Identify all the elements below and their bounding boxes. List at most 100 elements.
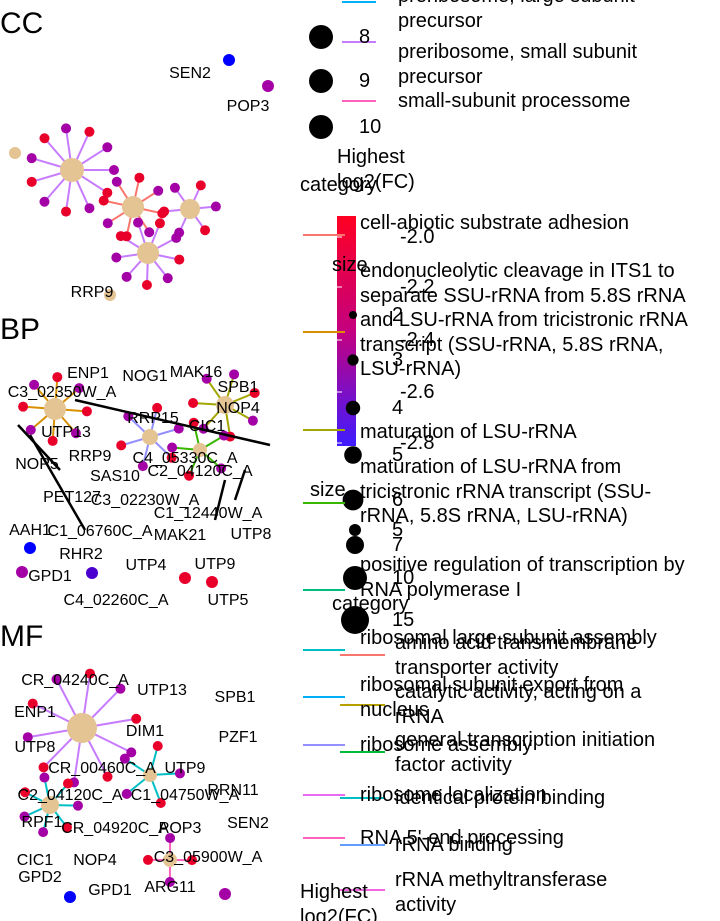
size-label: 2 (392, 304, 404, 326)
node (154, 218, 165, 229)
size-key (349, 524, 361, 536)
node (39, 133, 50, 144)
node (229, 369, 240, 380)
node (206, 576, 218, 588)
node (115, 231, 126, 242)
size-key (309, 69, 333, 93)
category-label: rRNA binding (395, 834, 513, 856)
node-label: C1_12440W_A (154, 505, 263, 522)
panel-title: CC (0, 7, 44, 40)
hub-node (67, 713, 97, 743)
size-key (309, 25, 333, 49)
node (169, 182, 180, 193)
node-label: GPD1 (28, 568, 72, 585)
node-label: C3_02230W_A (91, 492, 200, 509)
node-label: CR_04240C_A (21, 672, 129, 689)
node (144, 227, 155, 238)
colorbar-label: -2.8 (400, 432, 435, 454)
category-label: cell-abiotic substrate adhesion (360, 212, 630, 234)
node-label: C3_02350W_A (8, 384, 117, 401)
node (200, 225, 211, 236)
category-label: preribosome, large subunit precursor (398, 0, 635, 32)
node (141, 279, 152, 290)
node (152, 741, 163, 752)
node (121, 271, 132, 282)
node-label: C4_05330C_A (133, 450, 238, 467)
category-label: ribosome localization (360, 784, 547, 806)
node (174, 254, 185, 265)
node (29, 379, 40, 390)
colorbar-label: -2.2 (400, 276, 435, 298)
node-label: POP3 (159, 820, 202, 837)
node (143, 854, 154, 865)
node (152, 402, 163, 413)
category-label: RNA 5'-end processing (360, 827, 564, 849)
node-label: RRP9 (69, 448, 112, 465)
node-label: C3_05900W_A (154, 849, 263, 866)
node-label: C1_06760C_A (48, 523, 153, 540)
node (164, 876, 175, 887)
node-label: SPB1 (215, 689, 256, 706)
node (86, 567, 98, 579)
category-label: small-subunit processome (398, 90, 631, 112)
node (20, 787, 31, 798)
legend-title: size (310, 479, 346, 501)
colorbar-label: -2.0 (400, 226, 435, 248)
hub-node (60, 158, 84, 182)
node-label: NOG1 (122, 368, 167, 385)
node (167, 442, 178, 453)
category-label: maturation of LSU-rRNA from tricistronic… (360, 456, 652, 527)
hub-node (193, 443, 207, 457)
hub-node (163, 853, 177, 867)
node-label: C1_04750W_A (131, 787, 240, 804)
size-label: 8 (359, 26, 371, 48)
node-label: UTP5 (208, 592, 249, 609)
category-label: ribosome assembly (360, 734, 533, 756)
node (216, 463, 227, 474)
node (51, 674, 62, 685)
node-label: CR_00460C_A (48, 760, 156, 777)
node (153, 185, 164, 196)
node (119, 753, 130, 764)
category-label: ribosomal large subunit assembly (360, 627, 657, 649)
node (155, 797, 166, 808)
node-label: UTP4 (126, 557, 167, 574)
node-label: POP3 (227, 98, 270, 115)
node (131, 713, 142, 724)
node-label: UTP9 (195, 556, 236, 573)
node-label: UTP13 (137, 682, 187, 699)
size-label: 15 (392, 609, 415, 631)
node-label: MAK21 (154, 527, 207, 544)
node-label: RHR2 (59, 546, 103, 563)
node-label: C2_04120C_A (148, 463, 253, 480)
node (19, 811, 30, 822)
node-label: CR_04920C_A (61, 820, 169, 837)
node-label: C2_04120C_A (18, 787, 123, 804)
node-label: SAS10 (90, 468, 140, 485)
node (38, 762, 49, 773)
category-label: positive regulation of transcription by … (360, 554, 685, 601)
node (102, 771, 113, 782)
node (74, 383, 85, 394)
node (47, 435, 58, 446)
legend-title: Highest log2(FC) (337, 146, 415, 193)
node (219, 888, 231, 900)
node (61, 123, 72, 134)
size-label: 5 (392, 444, 404, 466)
node-label: UTP8 (15, 739, 56, 756)
hub-node (44, 398, 66, 420)
node (102, 218, 113, 229)
node (38, 827, 49, 838)
category-label: general transcription initiation factor … (395, 729, 656, 776)
node (126, 747, 137, 758)
node-label: CIC1 (189, 418, 226, 435)
category-label: rRNA methyltransferase activity (395, 869, 608, 916)
node (39, 772, 50, 783)
node (18, 401, 29, 412)
edge (233, 469, 247, 501)
node (173, 423, 184, 434)
hub-node (143, 768, 157, 782)
hub-node (41, 796, 59, 814)
